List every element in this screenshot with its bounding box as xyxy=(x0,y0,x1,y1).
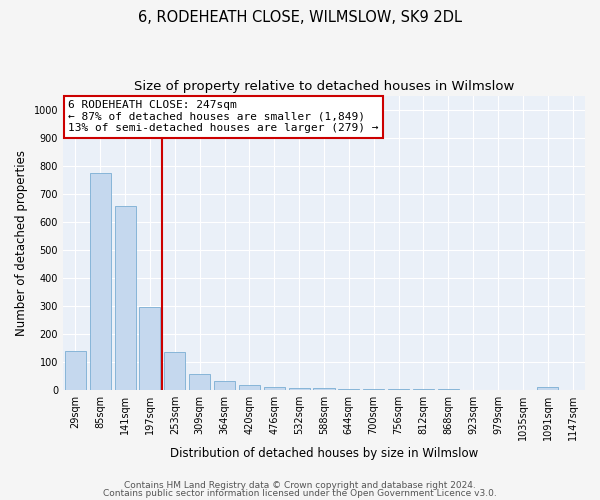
Bar xyxy=(89,172,111,390)
Text: 6, RODEHEATH CLOSE, WILMSLOW, SK9 2DL: 6, RODEHEATH CLOSE, WILMSLOW, SK9 2DL xyxy=(138,10,462,25)
Bar xyxy=(214,380,235,390)
Bar xyxy=(189,374,210,390)
Bar xyxy=(164,352,185,390)
Bar xyxy=(313,388,335,390)
X-axis label: Distribution of detached houses by size in Wilmslow: Distribution of detached houses by size … xyxy=(170,447,478,460)
Bar xyxy=(537,387,558,390)
Text: Contains public sector information licensed under the Open Government Licence v3: Contains public sector information licen… xyxy=(103,488,497,498)
Y-axis label: Number of detached properties: Number of detached properties xyxy=(15,150,28,336)
Bar xyxy=(338,388,359,390)
Bar xyxy=(263,387,285,390)
Title: Size of property relative to detached houses in Wilmslow: Size of property relative to detached ho… xyxy=(134,80,514,93)
Bar xyxy=(289,388,310,390)
Bar xyxy=(363,389,384,390)
Bar xyxy=(115,206,136,390)
Bar xyxy=(139,307,160,390)
Bar xyxy=(65,350,86,390)
Bar xyxy=(239,385,260,390)
Text: 6 RODEHEATH CLOSE: 247sqm
← 87% of detached houses are smaller (1,849)
13% of se: 6 RODEHEATH CLOSE: 247sqm ← 87% of detac… xyxy=(68,100,379,133)
Text: Contains HM Land Registry data © Crown copyright and database right 2024.: Contains HM Land Registry data © Crown c… xyxy=(124,481,476,490)
Bar xyxy=(388,389,409,390)
